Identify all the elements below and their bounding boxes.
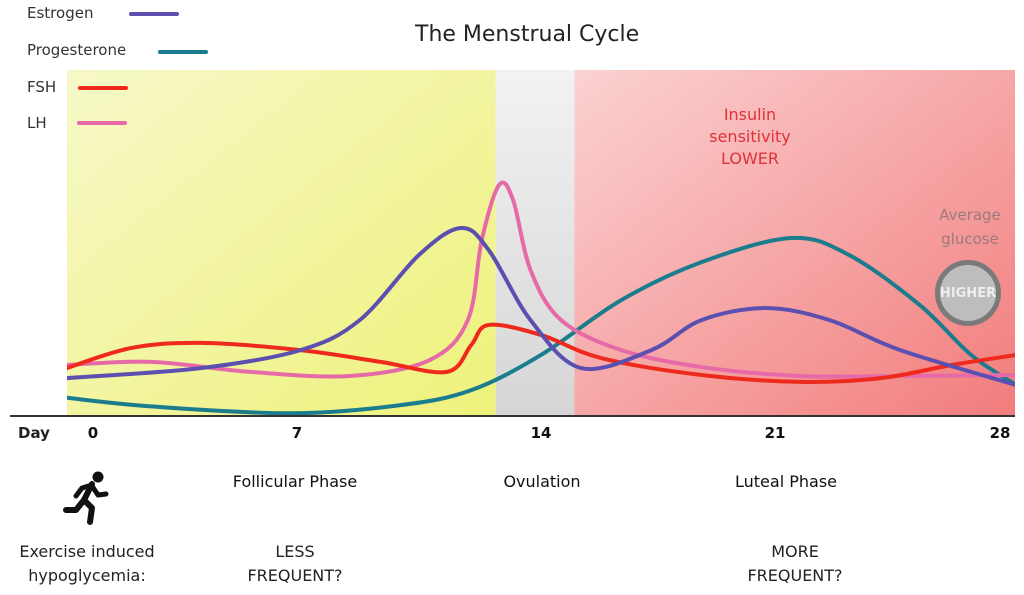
glucose-line-1: Average: [939, 206, 1001, 224]
x-tick-7: 7: [291, 424, 303, 442]
x-tick-0: 0: [87, 424, 99, 442]
legend-swatch-progesterone: [158, 50, 208, 54]
x-tick-21: 21: [764, 424, 786, 442]
less-frequent-label: LESS FREQUENT?: [240, 540, 350, 588]
x-tick-28: 28: [989, 424, 1011, 442]
insulin-line-2: sensitivity: [709, 127, 791, 146]
insulin-line-1: Insulin: [723, 105, 777, 124]
legend-label-progesterone: Progesterone: [27, 41, 127, 59]
less-line-1: LESS: [275, 542, 315, 561]
x-tick-14: 14: [530, 424, 552, 442]
legend-label-lh: LH: [27, 114, 47, 132]
chart-title: The Menstrual Cycle: [415, 22, 640, 47]
region-ovulation: [495, 70, 575, 415]
region-follicular-phase: [67, 70, 496, 415]
series-line-estrogen: [67, 226, 1015, 387]
glucose-higher-badge: HIGHER: [935, 260, 1001, 326]
series-line-progesterone: [67, 235, 1015, 415]
glucose-line-2: glucose: [941, 230, 999, 248]
legend-swatch-estrogen: [129, 12, 179, 16]
legend-label-estrogen: Estrogen: [27, 4, 94, 22]
glucose-annotation: Average glucose: [930, 203, 1010, 251]
legend-label-fsh: FSH: [27, 78, 57, 96]
more-frequent-label: MORE FREQUENT?: [740, 540, 850, 588]
more-line-1: MORE: [771, 542, 819, 561]
insulin-annotation: Insulin sensitivity LOWER: [700, 104, 800, 170]
exercise-label: Exercise induced hypoglycemia:: [2, 540, 172, 588]
series-line-fsh: [67, 322, 1015, 384]
phase-ovulation: Ovulation: [503, 472, 581, 491]
phase-luteal: Luteal Phase: [735, 472, 837, 491]
legend-swatch-fsh: [78, 86, 128, 90]
legend-swatch-lh: [77, 121, 127, 125]
series-line-lh: [67, 180, 1015, 379]
exercise-line-2: hypoglycemia:: [28, 566, 146, 585]
exercise-line-1: Exercise induced: [19, 542, 155, 561]
x-axis-label: Day: [18, 424, 50, 442]
less-line-2: FREQUENT?: [247, 566, 343, 585]
insulin-line-3: LOWER: [721, 149, 779, 168]
more-line-2: FREQUENT?: [747, 566, 843, 585]
phase-follicular: Follicular Phase: [232, 472, 358, 491]
running-person-icon: [63, 471, 109, 525]
